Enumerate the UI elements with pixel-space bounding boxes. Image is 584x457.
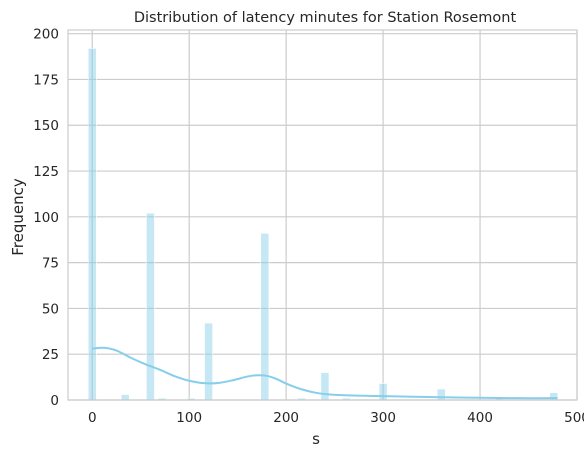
kde-curve	[92, 346, 558, 400]
x-tick-labels: 0 100 200 300 400 500	[88, 410, 584, 426]
histogram-bar	[204, 322, 213, 401]
histogram-bar	[146, 212, 155, 401]
x-axis-label: s	[312, 430, 320, 448]
plot-frame	[67, 29, 578, 401]
x-tick-label: 0	[88, 410, 97, 426]
histogram-bar	[436, 388, 446, 401]
histogram-bar	[87, 48, 97, 401]
x-tick-label: 200	[273, 410, 299, 426]
y-tick-label: 25	[42, 347, 59, 363]
y-tick-label: 125	[33, 164, 59, 180]
x-tick-label: 100	[176, 410, 202, 426]
y-tick-labels: 0 25 50 75 100 125 150 175 200	[33, 27, 59, 409]
y-tick-label: 175	[33, 72, 59, 88]
histogram-bars	[87, 48, 559, 401]
x-tick-label: 300	[370, 410, 396, 426]
x-tick-label: 500	[564, 410, 584, 426]
y-tick-label: 50	[42, 301, 59, 317]
y-tick-label: 150	[33, 118, 59, 134]
y-tick-label: 0	[50, 393, 59, 409]
x-tick-label: 400	[467, 410, 493, 426]
chart-title: Distribution of latency minutes for Stat…	[134, 10, 517, 26]
y-tick-label: 75	[42, 256, 59, 272]
y-axis-label: Frequency	[9, 178, 27, 256]
histogram-bar	[378, 383, 388, 401]
histogram-bar	[320, 372, 330, 401]
y-tick-label: 200	[33, 27, 59, 43]
y-tick-label: 100	[33, 210, 59, 226]
kde-curve-group	[92, 346, 558, 400]
histogram-bar	[120, 394, 130, 401]
grid-lines	[68, 30, 578, 401]
